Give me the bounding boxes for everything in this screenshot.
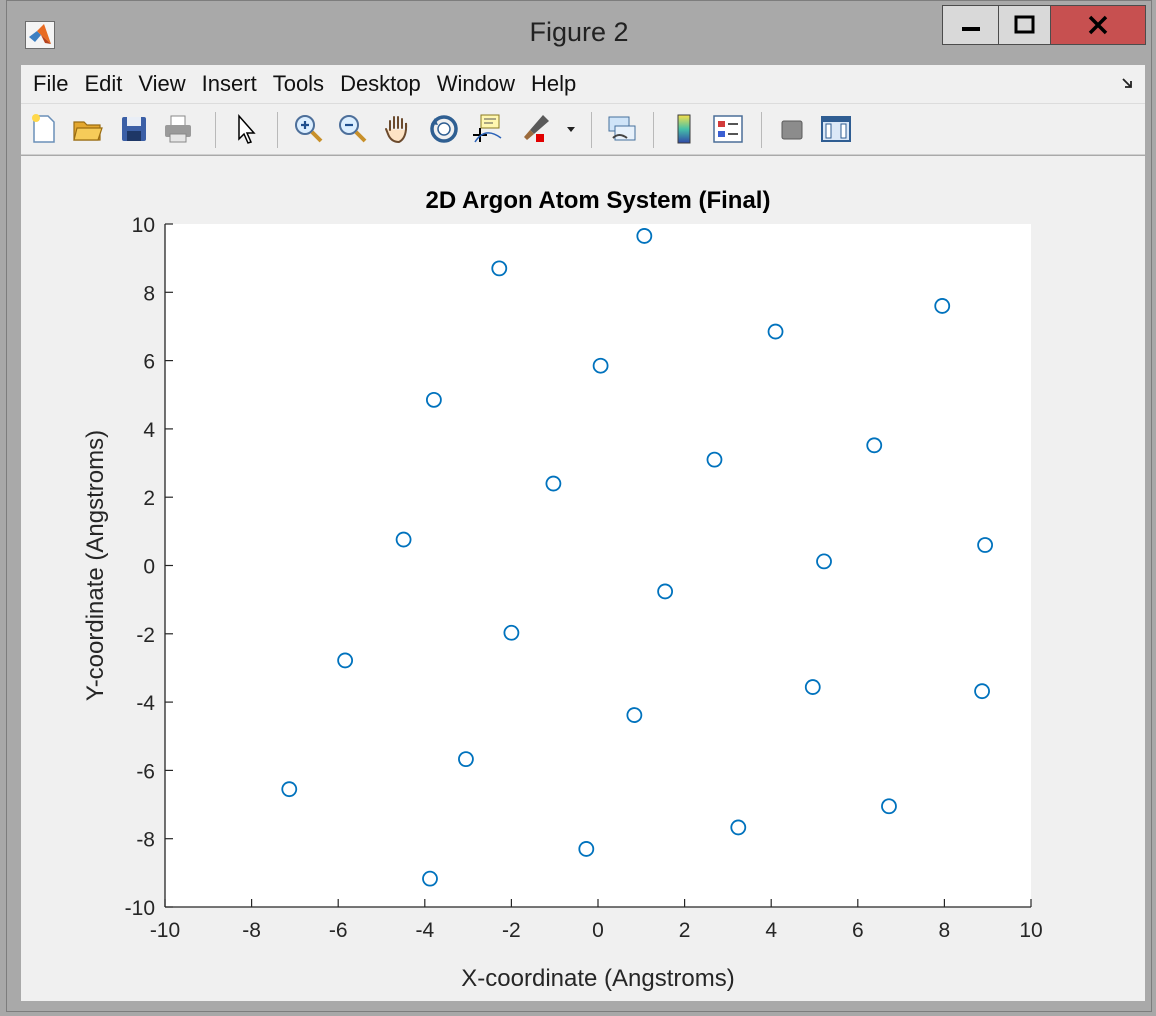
figure-window: Figure 2 File Edit View Insert Tools Des…	[6, 0, 1152, 1012]
y-tick-label: 4	[143, 419, 155, 442]
maximize-icon	[1014, 15, 1034, 34]
open-file-icon[interactable]	[71, 112, 105, 146]
show-plot-tools-icon[interactable]	[819, 112, 853, 146]
close-icon	[1088, 15, 1108, 35]
y-tick-label: 6	[143, 351, 155, 374]
chevron-down-icon[interactable]	[566, 126, 576, 134]
zoom-in-icon[interactable]	[291, 112, 325, 146]
dock-figure-icon[interactable]	[1121, 76, 1135, 90]
x-axis-label: X-coordinate (Angstroms)	[461, 965, 734, 992]
atom-marker[interactable]	[458, 751, 474, 768]
atom-marker[interactable]	[866, 437, 883, 454]
atom-marker[interactable]	[706, 451, 723, 468]
menu-window[interactable]: Window	[436, 71, 516, 96]
y-tick-label: 0	[143, 556, 155, 579]
atom-marker[interactable]	[592, 357, 609, 374]
menu-view[interactable]: View	[138, 71, 186, 96]
x-tick-label: -8	[242, 919, 261, 942]
x-tick-label: 10	[1019, 919, 1042, 942]
pan-icon[interactable]	[381, 112, 415, 146]
atom-marker[interactable]	[626, 707, 643, 723]
atom-marker[interactable]	[422, 870, 438, 887]
brush-icon[interactable]	[519, 112, 553, 146]
menu-desktop[interactable]: Desktop	[340, 71, 421, 96]
menu-insert[interactable]: Insert	[201, 71, 257, 96]
atom-marker[interactable]	[730, 819, 747, 836]
minimize-button[interactable]	[942, 5, 999, 45]
atom-marker[interactable]	[881, 798, 897, 815]
pointer-icon[interactable]	[229, 112, 263, 146]
y-tick-label: -10	[125, 897, 155, 920]
atom-marker[interactable]	[657, 583, 674, 600]
atom-marker[interactable]	[503, 624, 520, 641]
hide-plot-tools-icon[interactable]	[775, 112, 809, 146]
x-tick-label: -2	[502, 919, 521, 942]
x-tick-label: 8	[939, 919, 951, 942]
atom-marker[interactable]	[934, 298, 951, 314]
data-cursor-icon[interactable]	[471, 112, 505, 146]
atom-marker[interactable]	[974, 683, 990, 700]
atom-marker[interactable]	[578, 841, 595, 857]
legend-icon[interactable]	[711, 112, 745, 146]
atom-marker[interactable]	[491, 260, 508, 277]
atom-marker[interactable]	[804, 679, 821, 695]
window-title: Figure 2	[529, 17, 629, 47]
x-tick-label: 2	[679, 919, 691, 942]
x-tick-label: 4	[765, 919, 777, 942]
chart-title: 2D Argon Atom System (Final)	[426, 187, 771, 214]
y-tick-label: -4	[136, 692, 155, 715]
new-figure-icon[interactable]	[27, 112, 61, 146]
x-tick-label: 0	[592, 919, 604, 942]
menu-help[interactable]: Help	[531, 71, 577, 96]
atom-marker[interactable]	[636, 228, 653, 244]
y-tick-label: -8	[136, 829, 155, 852]
atom-marker[interactable]	[281, 781, 298, 798]
figure-canvas: -10 -8 -6 -4 -2 0 2 4 6 8 10 -10 -8 -6 -4 -2 0 2 4 6 8 10 2D A…	[21, 156, 1145, 1001]
atom-marker[interactable]	[395, 531, 412, 548]
y-tick-label: 8	[143, 282, 155, 305]
y-tick-label: 2	[143, 487, 155, 510]
atom-marker[interactable]	[425, 391, 442, 408]
matlab-logo-icon[interactable]	[25, 21, 55, 49]
zoom-out-icon[interactable]	[335, 112, 369, 146]
save-icon[interactable]	[117, 112, 151, 146]
link-plot-icon[interactable]	[605, 112, 639, 146]
x-tick-label: -10	[150, 919, 180, 942]
scatter-plot[interactable]: -10 -8 -6 -4 -2 0 2 4 6 8 10 -10 -8 -6 -4 -2 0 2 4 6 8 10 2D A…	[21, 156, 1145, 1001]
colorbar-icon[interactable]	[667, 112, 701, 146]
plot-area[interactable]	[165, 224, 1031, 907]
atom-marker[interactable]	[816, 553, 832, 570]
rotate-3d-icon[interactable]	[427, 112, 461, 146]
x-tick-label: -4	[415, 919, 434, 942]
minimize-icon	[961, 27, 980, 31]
menu-bar: File Edit View Insert Tools Desktop Wind…	[21, 65, 1145, 103]
menu-edit[interactable]: Edit	[84, 71, 123, 96]
menu-file[interactable]: File	[33, 71, 69, 96]
title-bar[interactable]: Figure 2	[7, 1, 1151, 65]
x-tick-label: -6	[329, 919, 348, 942]
print-icon[interactable]	[161, 112, 195, 146]
atom-marker[interactable]	[767, 323, 784, 340]
atom-marker[interactable]	[337, 652, 354, 669]
atom-marker[interactable]	[977, 537, 994, 553]
y-tick-label: -2	[136, 624, 155, 647]
y-tick-label: -6	[136, 760, 155, 783]
x-tick-label: 6	[852, 919, 864, 942]
y-tick-label: 10	[132, 214, 155, 237]
y-axis-label: Y-coordinate (Angstroms)	[82, 430, 109, 701]
close-button[interactable]	[1050, 5, 1146, 45]
menu-tools[interactable]: Tools	[272, 71, 325, 96]
maximize-button[interactable]	[998, 5, 1051, 45]
figure-toolbar	[21, 103, 1145, 155]
atom-marker[interactable]	[545, 475, 562, 492]
